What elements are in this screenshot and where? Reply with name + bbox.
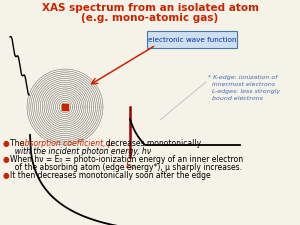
Text: $E_0$: $E_0$ (125, 159, 136, 171)
Text: (e.g. mono-atomic gas): (e.g. mono-atomic gas) (81, 13, 219, 23)
Text: ●: ● (3, 171, 10, 180)
Text: When hν = E₀ = photo-ionization energy of an inner electron: When hν = E₀ = photo-ionization energy o… (10, 155, 243, 164)
Text: electronic wave function: electronic wave function (148, 36, 236, 43)
Text: of the absorbing atom (edge energy*), μ sharply increases.: of the absorbing atom (edge energy*), μ … (10, 163, 242, 172)
Text: The: The (10, 139, 26, 148)
Bar (62, 104, 68, 110)
Text: absorption coefficient, μ: absorption coefficient, μ (20, 139, 113, 148)
FancyBboxPatch shape (147, 31, 237, 48)
Text: XAS spectrum from an isolated atom: XAS spectrum from an isolated atom (41, 3, 259, 13)
Text: with the incident photon energy, hν: with the incident photon energy, hν (10, 147, 151, 156)
Text: * K-edge: ionization of
  innermost electrons
  L-edges: less strongly
  bound e: * K-edge: ionization of innermost electr… (208, 75, 280, 101)
Text: It then decreases monotonically soon after the edge: It then decreases monotonically soon aft… (10, 171, 211, 180)
Text: ●: ● (3, 155, 10, 164)
Text: decreases monotonically: decreases monotonically (101, 139, 201, 148)
Text: ●: ● (3, 139, 10, 148)
